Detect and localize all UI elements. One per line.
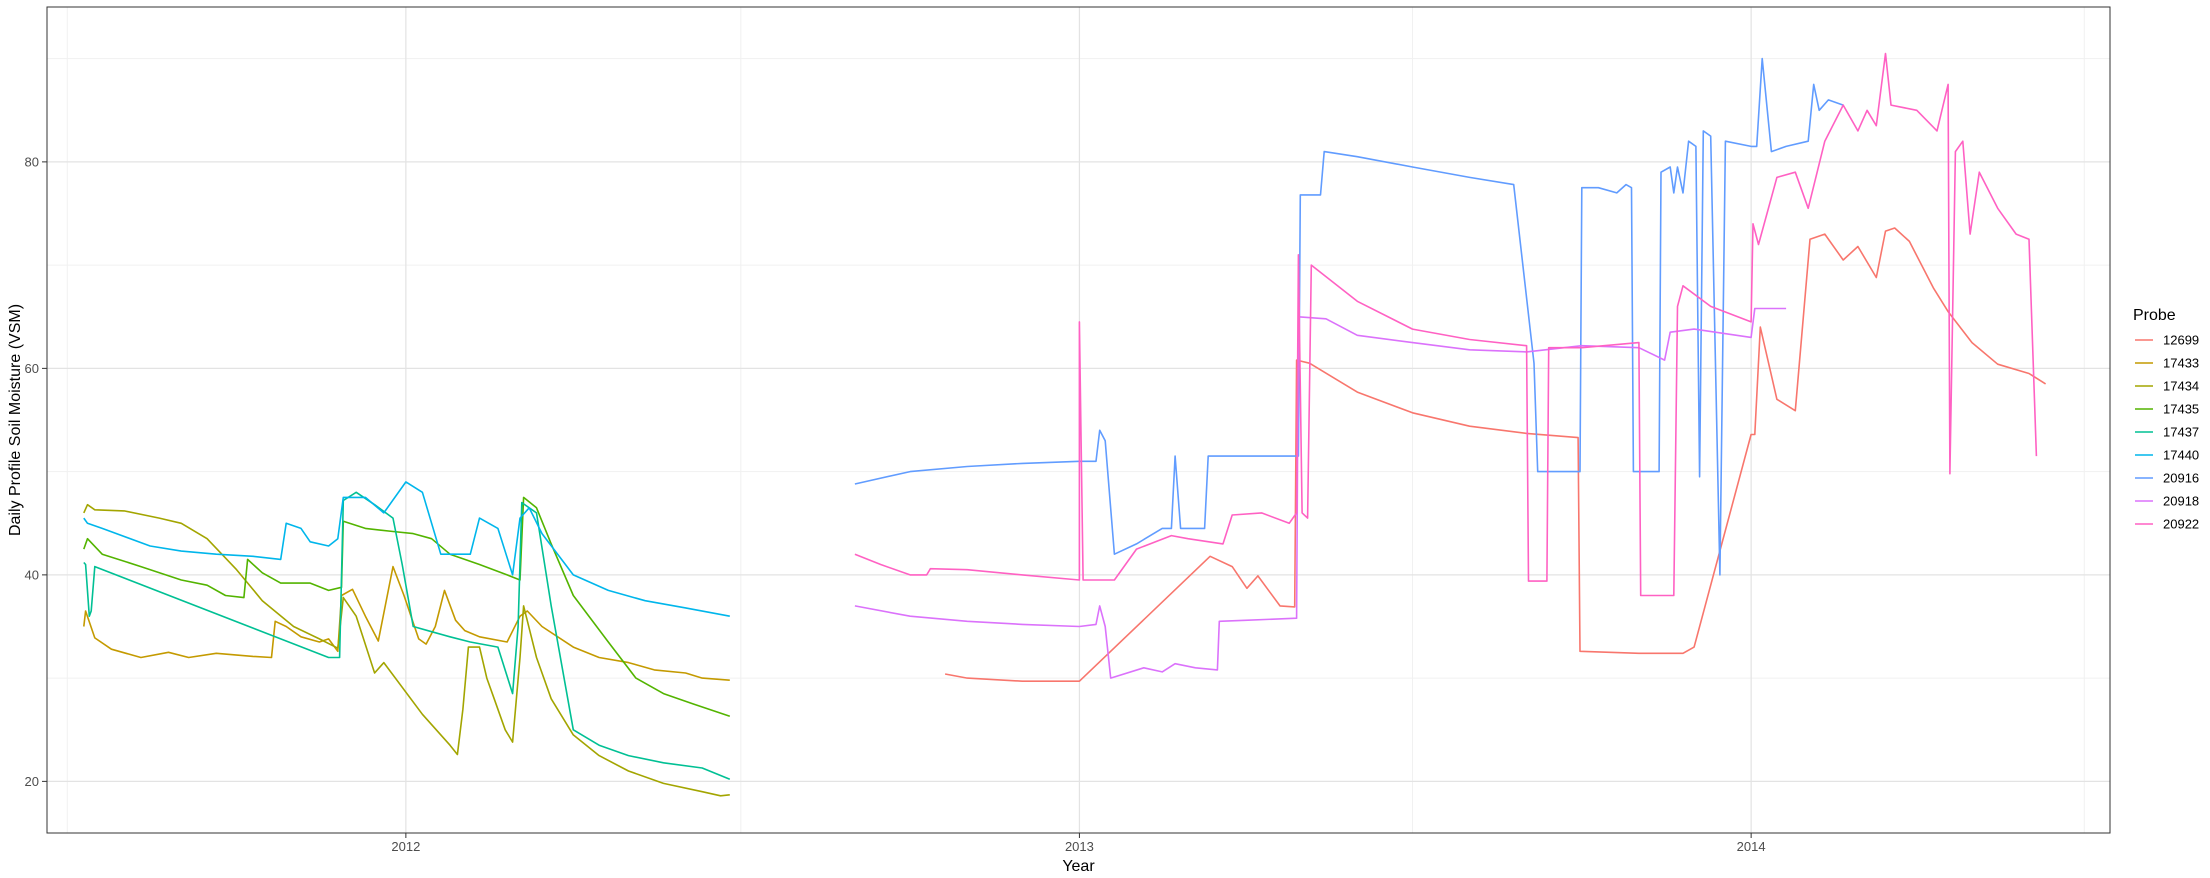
series-line-17433 (83, 565, 730, 681)
series-line-17437 (83, 491, 731, 781)
legend-label-20922: 20922 (2163, 517, 2199, 532)
series-line-20918 (854, 307, 1787, 679)
legend-title: Probe (2133, 307, 2176, 324)
series-line-17440 (83, 481, 730, 617)
plot-panel-border (46, 6, 2111, 834)
legend: Probe 12699 17433 17434 17435 17437 17440 2091… (2133, 307, 2199, 532)
legend-label-17440: 17440 (2163, 448, 2199, 463)
series-line-17435 (83, 496, 731, 718)
series-line-20916 (854, 57, 1844, 576)
y-tick-label: 80 (25, 154, 39, 169)
legend-label-17437: 17437 (2163, 425, 2199, 440)
x-tick-label: 2012 (391, 839, 420, 854)
y-tick-label: 40 (25, 567, 39, 582)
legend-items: 12699 17433 17434 17435 17437 17440 20916 20918… (2135, 333, 2199, 532)
y-axis-ticks: 20 40 60 80 (25, 154, 47, 789)
legend-label-17434: 17434 (2163, 379, 2199, 394)
x-axis-ticks: 2012 2013 2014 (391, 833, 1766, 854)
legend-label-20916: 20916 (2163, 471, 2199, 486)
x-tick-label: 2014 (1737, 839, 1766, 854)
y-axis-title: Daily Profile Soil Moisture (VSM) (7, 304, 24, 536)
legend-label-20918: 20918 (2163, 494, 2199, 509)
legend-label-17435: 17435 (2163, 402, 2199, 417)
series-line-17434 (83, 503, 730, 797)
x-tick-label: 2013 (1065, 839, 1094, 854)
grid-lines (47, 7, 2110, 833)
series-line-20922 (854, 52, 2038, 597)
series-lines (83, 52, 2047, 797)
series-line-12699 (944, 227, 2047, 682)
y-tick-label: 20 (25, 774, 39, 789)
legend-label-12699: 12699 (2163, 333, 2199, 348)
x-axis-title: Year (1062, 858, 1095, 875)
y-tick-label: 60 (25, 361, 39, 376)
legend-label-17433: 17433 (2163, 356, 2199, 371)
